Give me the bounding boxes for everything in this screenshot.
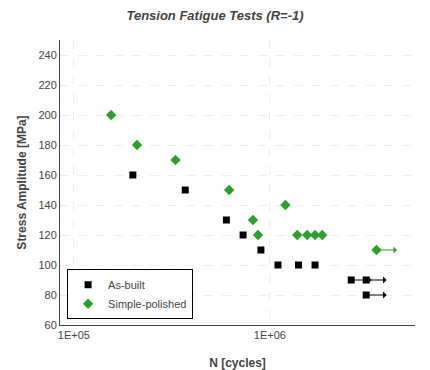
svg-text:Tension Fatigue Tests (R=-1): Tension Fatigue Tests (R=-1) <box>126 8 303 23</box>
svg-text:160: 160 <box>38 169 56 181</box>
svg-text:As-built: As-built <box>108 279 145 291</box>
svg-text:1E+06: 1E+06 <box>254 329 286 341</box>
svg-text:140: 140 <box>38 199 56 211</box>
svg-text:240: 240 <box>38 49 56 61</box>
svg-text:N [cycles]: N [cycles] <box>209 356 266 370</box>
svg-text:180: 180 <box>38 139 56 151</box>
svg-text:120: 120 <box>38 229 56 241</box>
svg-text:Stress Amplitude [MPa]: Stress Amplitude [MPa] <box>15 115 29 249</box>
svg-text:80: 80 <box>45 289 57 301</box>
svg-text:220: 220 <box>38 79 56 91</box>
svg-text:60: 60 <box>45 319 57 331</box>
svg-text:200: 200 <box>38 109 56 121</box>
svg-text:1E+05: 1E+05 <box>58 329 90 341</box>
svg-text:Simple-polished: Simple-polished <box>108 298 186 310</box>
svg-text:100: 100 <box>38 259 56 271</box>
